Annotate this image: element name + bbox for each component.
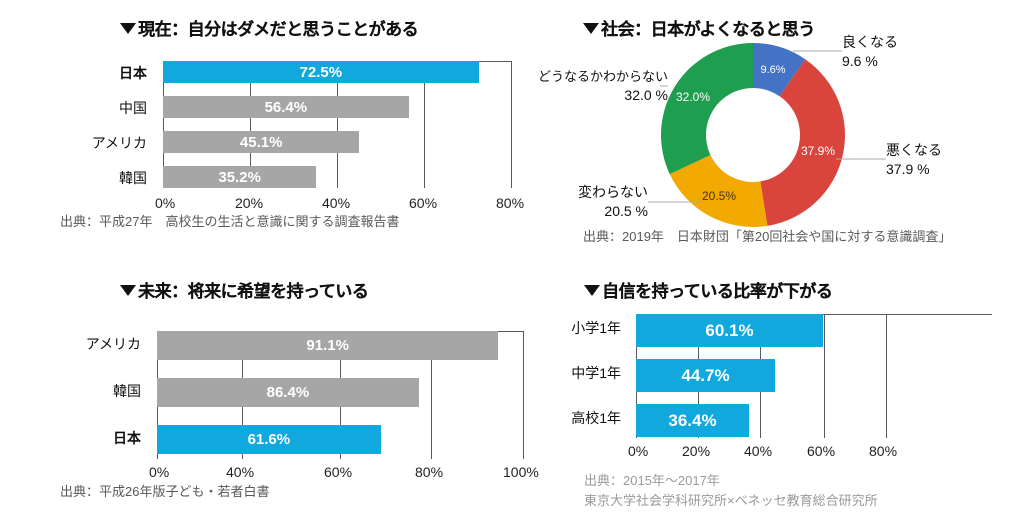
svg-text:37.9%: 37.9% <box>801 144 835 158</box>
svg-text:32.0%: 32.0% <box>676 90 710 104</box>
svg-text:20.5%: 20.5% <box>702 189 736 203</box>
svg-text:9.6%: 9.6% <box>760 64 785 76</box>
